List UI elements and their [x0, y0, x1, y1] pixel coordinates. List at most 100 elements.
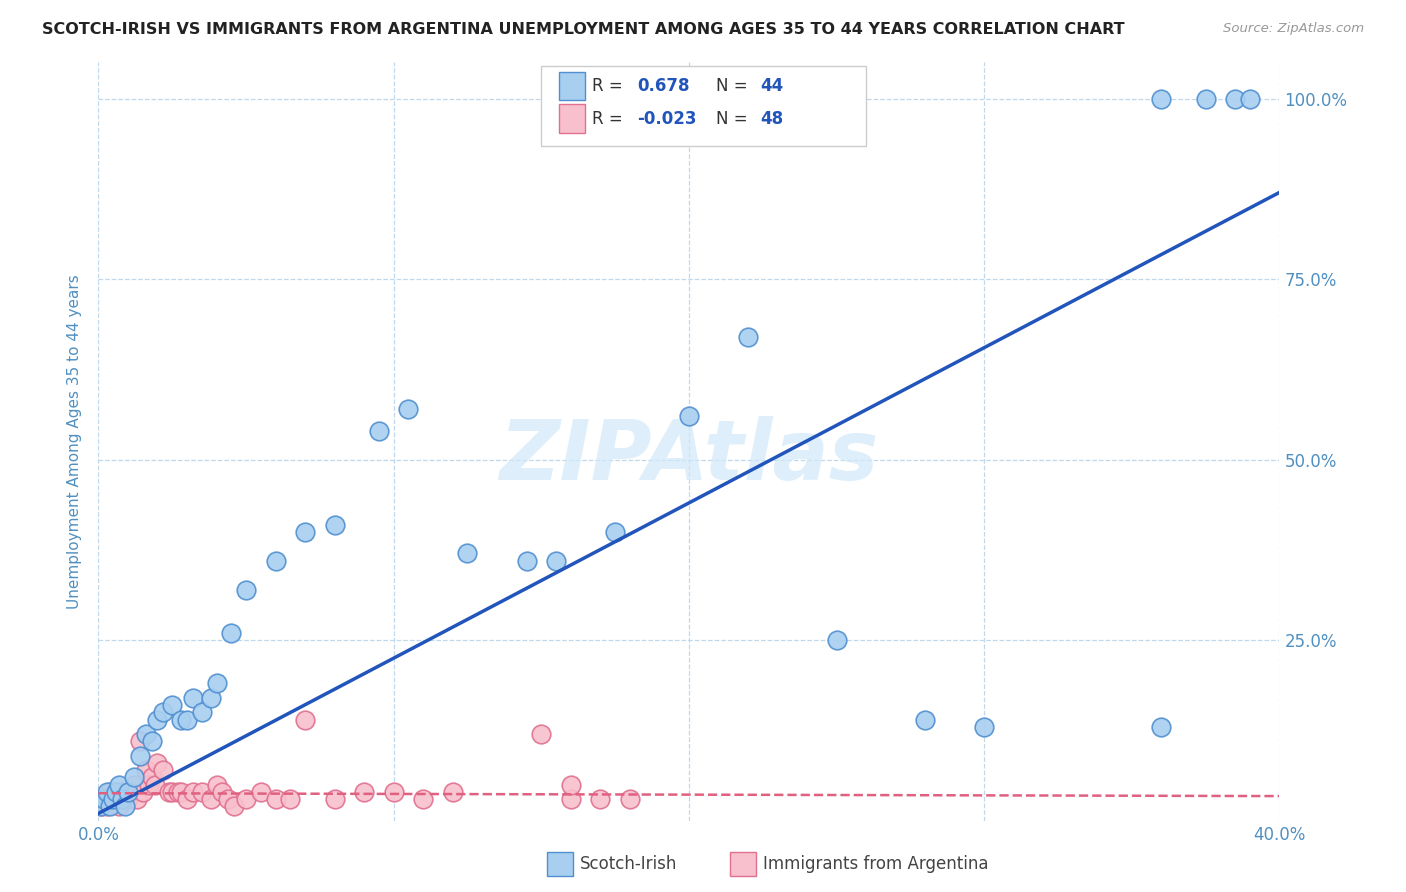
Point: [264, 554, 287, 568]
Text: Scotch-Irish: Scotch-Irish: [581, 855, 678, 873]
Point: [176, 792, 198, 806]
FancyBboxPatch shape: [560, 104, 585, 133]
Point: [1195, 91, 1218, 105]
Point: [143, 778, 166, 792]
Point: [382, 785, 405, 799]
Point: [98, 785, 121, 799]
Point: [138, 778, 160, 792]
Point: [191, 706, 214, 720]
Point: [205, 778, 228, 792]
Point: [605, 524, 627, 539]
Point: [135, 727, 157, 741]
Point: [181, 690, 204, 705]
Point: [135, 763, 157, 777]
Text: ZIPAtlas: ZIPAtlas: [499, 417, 879, 497]
Point: [224, 799, 246, 814]
Point: [619, 792, 641, 806]
Point: [103, 792, 125, 806]
Point: [141, 734, 163, 748]
Point: [90, 799, 112, 814]
Point: [235, 792, 257, 806]
Point: [122, 778, 145, 792]
Point: [1150, 91, 1173, 105]
Point: [157, 785, 180, 799]
FancyBboxPatch shape: [560, 71, 585, 100]
Point: [128, 734, 150, 748]
Point: [141, 770, 163, 784]
Point: [120, 785, 142, 799]
Point: [235, 582, 257, 597]
Point: [250, 785, 273, 799]
Text: Immigrants from Argentina: Immigrants from Argentina: [763, 855, 988, 873]
Point: [1225, 91, 1247, 105]
Point: [152, 763, 174, 777]
Point: [973, 720, 995, 734]
Point: [412, 792, 434, 806]
FancyBboxPatch shape: [541, 66, 866, 145]
Point: [117, 785, 139, 799]
Point: [122, 770, 145, 784]
Point: [114, 799, 136, 814]
Point: [1239, 91, 1261, 105]
Point: [108, 778, 131, 792]
Point: [132, 785, 155, 799]
Point: [560, 792, 582, 806]
Point: [264, 792, 287, 806]
Point: [530, 727, 553, 741]
Point: [146, 756, 169, 770]
FancyBboxPatch shape: [730, 852, 756, 876]
Point: [323, 517, 346, 532]
Point: [117, 792, 139, 806]
Point: [103, 792, 125, 806]
Point: [200, 690, 222, 705]
Point: [323, 792, 346, 806]
Point: [205, 676, 228, 690]
Point: [114, 792, 136, 806]
Point: [96, 785, 118, 799]
Point: [368, 424, 391, 438]
Text: Source: ZipAtlas.com: Source: ZipAtlas.com: [1223, 22, 1364, 36]
Point: [200, 792, 222, 806]
Point: [516, 554, 538, 568]
Point: [457, 546, 479, 560]
Point: [93, 792, 115, 806]
Point: [176, 713, 198, 727]
Point: [181, 785, 204, 799]
Point: [560, 778, 582, 792]
Point: [280, 792, 302, 806]
Point: [678, 409, 700, 424]
Text: N =: N =: [716, 110, 754, 128]
Point: [589, 792, 612, 806]
Point: [737, 330, 759, 344]
Point: [162, 785, 183, 799]
Point: [105, 785, 128, 799]
Point: [128, 748, 150, 763]
Point: [93, 792, 115, 806]
Point: [191, 785, 214, 799]
Point: [105, 792, 128, 806]
Point: [546, 554, 568, 568]
Point: [98, 799, 121, 814]
Text: 48: 48: [759, 110, 783, 128]
Point: [111, 792, 134, 806]
Point: [170, 713, 193, 727]
Point: [353, 785, 375, 799]
Text: N =: N =: [716, 77, 754, 95]
Point: [96, 799, 118, 814]
Point: [146, 713, 169, 727]
Point: [294, 713, 316, 727]
Text: R =: R =: [592, 77, 628, 95]
Point: [167, 785, 190, 799]
FancyBboxPatch shape: [547, 852, 574, 876]
Point: [108, 799, 131, 814]
Point: [1150, 720, 1173, 734]
Point: [221, 626, 243, 640]
Point: [914, 713, 936, 727]
Point: [441, 785, 464, 799]
Point: [170, 785, 193, 799]
Text: -0.023: -0.023: [637, 110, 696, 128]
Text: SCOTCH-IRISH VS IMMIGRANTS FROM ARGENTINA UNEMPLOYMENT AMONG AGES 35 TO 44 YEARS: SCOTCH-IRISH VS IMMIGRANTS FROM ARGENTIN…: [42, 22, 1125, 37]
Point: [825, 633, 848, 648]
Point: [125, 792, 148, 806]
Text: R =: R =: [592, 110, 628, 128]
